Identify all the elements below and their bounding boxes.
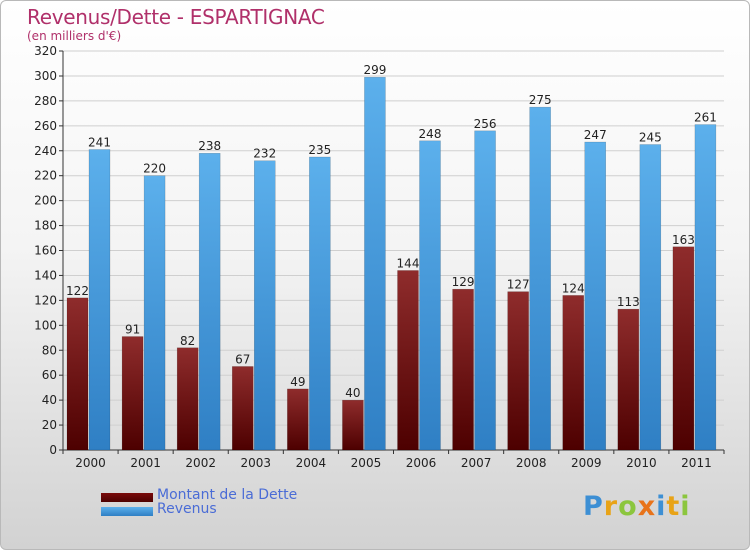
data-label: 247 [584,128,607,142]
bar-revenus [198,152,221,451]
data-label: 241 [88,136,111,150]
x-tick-label: 2006 [406,456,437,470]
y-tick-label: 80 [42,343,57,357]
y-tick-label: 120 [34,293,57,307]
x-tick-label: 2005 [351,456,382,470]
logo-letter: x [637,491,657,522]
y-tick-label: 300 [34,69,57,83]
data-label: 129 [452,275,475,289]
y-tick-label: 40 [42,393,57,407]
y-tick-label: 320 [34,44,57,58]
data-label: 299 [363,63,386,77]
bar-revenus [419,140,441,451]
logo-letter: t [666,491,681,522]
data-label: 82 [180,334,195,348]
x-tick-label: 2002 [185,456,216,470]
logo-letter: o [618,491,638,522]
bar-dette [342,399,364,451]
legend-swatch-dette [101,493,153,502]
bar-revenus [364,76,386,451]
bar-dette [176,347,199,451]
y-tick-label: 0 [49,443,57,457]
bar-dette [562,295,584,451]
bar-dette [397,270,419,451]
y-tick-label: 140 [34,268,57,282]
y-tick-label: 280 [34,94,57,108]
y-tick-label: 180 [34,219,57,233]
data-label: 144 [397,256,420,270]
y-tick-label: 220 [34,169,57,183]
legend-label-revenus: Revenus [157,501,217,517]
data-label: 163 [672,233,695,247]
x-tick-label: 2004 [296,456,327,470]
bar-dette [617,308,640,451]
bar-revenus [143,175,166,451]
y-tick-label: 100 [34,318,57,332]
bar-revenus [254,160,276,451]
chart-title: Revenus/Dette - ESPARTIGNAC [27,5,325,29]
y-tick-label: 200 [34,194,57,208]
data-label: 122 [66,284,89,298]
x-tick-label: 2001 [130,456,161,470]
x-tick-label: 2011 [681,456,712,470]
bar-revenus [584,141,606,451]
bar-dette [287,388,309,451]
data-label: 235 [308,143,331,157]
data-label: 91 [125,323,140,337]
y-tick-label: 260 [34,119,57,133]
legend-label-dette: Montant de la Dette [157,487,298,503]
y-tick-label: 60 [42,368,57,382]
bar-dette [66,297,89,451]
data-label: 232 [253,147,276,161]
bar-dette [232,366,254,451]
data-label: 49 [290,375,305,389]
bar-revenus [309,156,331,451]
bar-dette [121,336,144,451]
y-tick-label: 240 [34,144,57,158]
bar-revenus [474,130,496,451]
legend-swatch-revenus [101,507,153,516]
proxiti-logo: Proxiti [583,491,691,522]
data-label: 238 [198,139,221,153]
data-label: 248 [419,127,442,141]
x-tick-label: 2000 [75,456,106,470]
bar-dette [507,291,529,451]
data-label: 67 [235,352,250,366]
bar-revenus [529,106,551,451]
x-tick-label: 2003 [241,456,272,470]
data-label: 275 [529,93,552,107]
bar-revenus [88,149,111,451]
logo-letter: i [680,491,691,522]
x-tick-label: 2010 [626,456,657,470]
data-label: 40 [345,386,360,400]
data-label: 256 [474,117,497,131]
bar-dette [452,288,474,451]
y-tick-label: 20 [42,418,57,432]
chart-subtitle: (en milliers d'€) [27,29,122,43]
logo-letter: r [603,491,619,522]
data-label: 220 [143,162,166,176]
data-label: 127 [507,278,530,292]
x-tick-label: 2007 [461,456,492,470]
bar-revenus [694,124,717,451]
data-label: 245 [639,131,662,145]
x-tick-label: 2008 [516,456,547,470]
logo-letter: i [656,491,667,522]
data-label: 113 [617,295,640,309]
data-label: 124 [562,281,585,295]
y-tick-label: 160 [34,244,57,258]
bar-dette [672,246,695,451]
logo-letter: P [583,491,604,522]
bar-revenus [639,144,662,451]
data-label: 261 [694,111,717,125]
x-tick-label: 2009 [571,456,602,470]
